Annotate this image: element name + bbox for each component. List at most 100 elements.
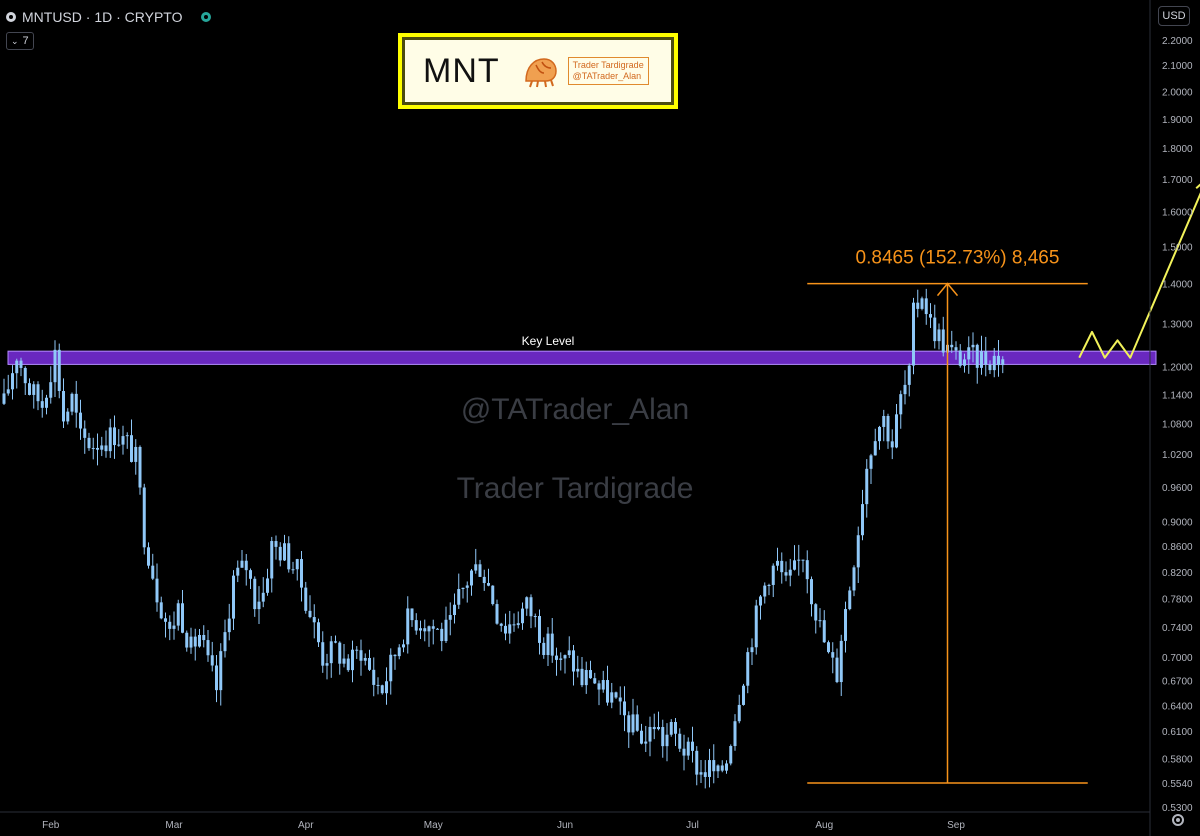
candle-body bbox=[546, 633, 550, 656]
candle-body bbox=[933, 317, 937, 342]
candle-body bbox=[929, 314, 932, 318]
candle-body bbox=[32, 384, 36, 395]
candle-body bbox=[997, 355, 1000, 366]
candle-body bbox=[423, 628, 427, 632]
y-tick-label: 0.8600 bbox=[1162, 542, 1193, 553]
candle-body bbox=[750, 647, 754, 653]
candle-body bbox=[627, 715, 631, 733]
candle-body bbox=[950, 344, 954, 348]
candle-body bbox=[814, 604, 818, 621]
candle-body bbox=[759, 596, 762, 606]
candle-body bbox=[818, 620, 822, 622]
key-level-zone bbox=[7, 350, 1157, 365]
watermark-handle: @TATrader_Alan bbox=[461, 393, 689, 426]
candle-body bbox=[487, 583, 490, 586]
candle-body bbox=[682, 748, 686, 756]
candle-body bbox=[508, 624, 512, 634]
measure-arrow-head bbox=[936, 282, 959, 297]
candle-body bbox=[882, 415, 886, 427]
candle-body bbox=[202, 635, 206, 641]
candle-body bbox=[580, 668, 584, 686]
candle-body bbox=[988, 364, 992, 371]
candle-body bbox=[172, 625, 176, 629]
candle-body bbox=[181, 603, 184, 633]
projection-arrow-head bbox=[1195, 183, 1200, 189]
candle-body bbox=[640, 730, 643, 744]
logo-banner: MNT Trader Tardigrade @TATrader_Alan bbox=[398, 33, 678, 109]
x-tick-label: May bbox=[424, 820, 443, 831]
x-tick-label: Jun bbox=[557, 820, 573, 831]
candle-body bbox=[856, 535, 860, 568]
candle-body bbox=[465, 585, 469, 588]
symbol-title[interactable]: MNTUSD · 1D · CRYPTO bbox=[22, 9, 183, 25]
symbol-header[interactable]: MNTUSD · 1D · CRYPTO bbox=[6, 8, 211, 26]
candle-body bbox=[104, 445, 108, 452]
candle-body bbox=[958, 350, 962, 366]
candle-body bbox=[780, 560, 784, 573]
chevron-down-icon: ⌄ bbox=[11, 35, 19, 46]
price-axis: 2.2000 2.1000 2.0000 1.9000 1.8000 1.7000 1.60… bbox=[1149, 0, 1193, 836]
candle-body bbox=[266, 578, 269, 593]
candle-body bbox=[372, 669, 376, 685]
key-level-layer: Key Level bbox=[7, 334, 1157, 365]
candle-body bbox=[852, 567, 856, 591]
y-tick-label: 1.8000 bbox=[1162, 144, 1193, 155]
candle-body bbox=[495, 604, 499, 624]
projection-path bbox=[1078, 192, 1200, 359]
candle-body bbox=[355, 649, 359, 651]
candle-body bbox=[754, 605, 758, 648]
candle-body bbox=[963, 359, 966, 366]
candle-body bbox=[593, 678, 597, 684]
candle-body bbox=[525, 597, 529, 609]
candle-body bbox=[597, 683, 601, 690]
candle-body bbox=[729, 746, 733, 764]
candle-body bbox=[618, 697, 622, 702]
candle-body bbox=[461, 587, 465, 590]
indicators-toggle-button[interactable]: ⌄ 7 bbox=[6, 32, 34, 50]
candle-body bbox=[652, 726, 656, 730]
candle-body bbox=[189, 636, 193, 648]
candle-body bbox=[440, 628, 444, 642]
gear-icon[interactable] bbox=[1172, 814, 1184, 826]
projection-layer bbox=[1078, 183, 1200, 359]
candle-body bbox=[215, 665, 218, 691]
candle-body bbox=[249, 570, 252, 579]
candle-body bbox=[712, 760, 716, 772]
status-dot-icon bbox=[200, 12, 211, 22]
candle-body bbox=[70, 393, 74, 412]
candle-body bbox=[253, 578, 257, 610]
candle-body bbox=[771, 565, 775, 585]
candle-body bbox=[164, 618, 167, 622]
candle-body bbox=[610, 692, 614, 703]
candle-body bbox=[376, 684, 380, 686]
candle-body bbox=[283, 543, 286, 561]
candle-body bbox=[66, 411, 70, 422]
candle-body bbox=[138, 446, 142, 488]
candle-body bbox=[567, 650, 571, 656]
candle-body bbox=[23, 367, 27, 384]
candle-body bbox=[342, 658, 346, 664]
candle-body bbox=[737, 704, 741, 722]
candle-body bbox=[907, 365, 911, 385]
candle-body bbox=[835, 657, 839, 683]
candle-body bbox=[402, 644, 405, 648]
candle-body bbox=[869, 455, 873, 469]
y-tick-label: 1.1400 bbox=[1162, 390, 1193, 401]
candle-body bbox=[15, 360, 19, 374]
currency-button[interactable]: USD bbox=[1158, 6, 1190, 26]
candle-body bbox=[393, 654, 397, 657]
candle-body bbox=[444, 619, 448, 642]
candle-body bbox=[776, 560, 779, 566]
candle-body bbox=[572, 650, 575, 672]
candle-body bbox=[278, 546, 282, 561]
candle-body bbox=[920, 298, 924, 309]
candle-body bbox=[346, 658, 350, 671]
candle-body bbox=[763, 585, 767, 597]
candle-body bbox=[555, 655, 558, 660]
candle-body bbox=[300, 559, 303, 588]
candle-body bbox=[576, 668, 580, 672]
candle-body bbox=[87, 437, 91, 449]
y-tick-label: 1.9000 bbox=[1162, 115, 1193, 126]
candle-body bbox=[512, 624, 516, 626]
